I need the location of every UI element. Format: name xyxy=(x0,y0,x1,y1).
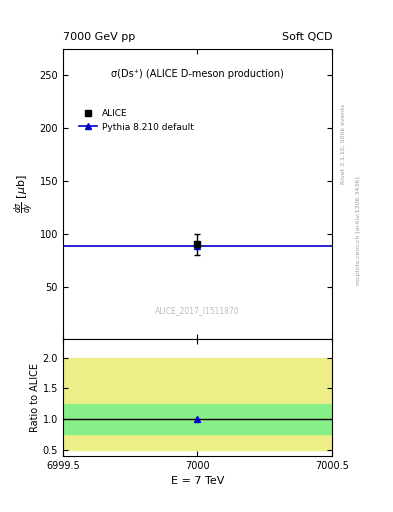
Text: Rivet 3.1.10, 500k events: Rivet 3.1.10, 500k events xyxy=(341,103,346,183)
Text: ALICE_2017_I1511870: ALICE_2017_I1511870 xyxy=(155,306,240,315)
Y-axis label: Ratio to ALICE: Ratio to ALICE xyxy=(30,363,40,432)
Text: mcplots.cern.ch [arXiv:1306.3436]: mcplots.cern.ch [arXiv:1306.3436] xyxy=(356,176,361,285)
Bar xyxy=(63,358,332,450)
X-axis label: E = 7 TeV: E = 7 TeV xyxy=(171,476,224,486)
Text: 7000 GeV pp: 7000 GeV pp xyxy=(63,32,135,42)
Text: Soft QCD: Soft QCD xyxy=(282,32,332,42)
Y-axis label: $\frac{d\sigma}{dy}$ [$\mu$b]: $\frac{d\sigma}{dy}$ [$\mu$b] xyxy=(13,175,37,214)
Bar xyxy=(63,403,332,434)
Text: σ(Ds⁺) (ALICE D-meson production): σ(Ds⁺) (ALICE D-meson production) xyxy=(111,69,284,79)
Legend: ALICE, Pythia 8.210 default: ALICE, Pythia 8.210 default xyxy=(75,105,197,135)
